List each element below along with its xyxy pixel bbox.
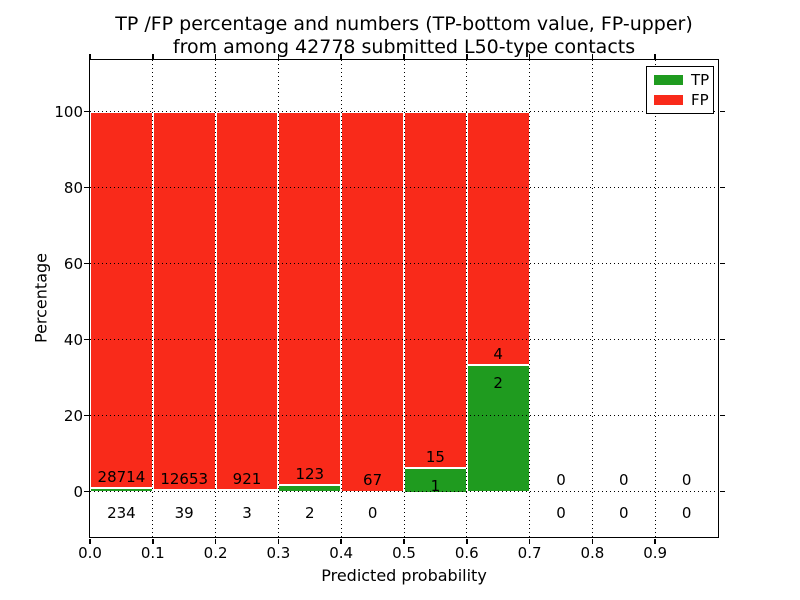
x-tick-top [214, 53, 217, 59]
x-tick-bottom [591, 538, 594, 544]
x-tick-bottom [654, 538, 656, 544]
bar-labels-layer: 28714 234 12653 39 921 3 123 2 67 0 15 1 4 2 0 0 0 0 0 0 [90, 60, 718, 537]
y-tick-left [83, 338, 89, 341]
gridline-vertical [591, 60, 593, 537]
y-tick-left [83, 490, 89, 493]
bar-label-fp: 28714 [97, 468, 146, 487]
gridline-vertical [340, 60, 342, 537]
y-tick-label: 100 [54, 102, 83, 121]
x-tick-bottom [214, 538, 217, 544]
bar-label-tp: 234 [107, 504, 136, 523]
y-tick-left [83, 186, 89, 189]
y-tick-label: 80 [63, 178, 83, 197]
y-tick-label: 20 [63, 406, 83, 425]
y-tick-label: 0 [73, 482, 83, 501]
bar-label-fp: 0 [619, 471, 629, 490]
gridline-vertical [152, 60, 154, 537]
bar-label-tp: 0 [619, 504, 629, 523]
bar-label-fp: 67 [363, 471, 383, 490]
legend-label-tp: TP [691, 71, 710, 89]
bar-label-tp: 0 [681, 504, 692, 523]
x-tick-label: 0.8 [580, 544, 605, 562]
bar-label-tp: 0 [556, 504, 566, 523]
bar-label-tp: 2 [305, 504, 315, 523]
bar-label-fp: 15 [425, 447, 445, 466]
x-tick-label: 0.7 [517, 544, 542, 562]
y-tick-right [719, 262, 725, 265]
y-tick-label: 60 [63, 254, 83, 273]
x-tick-top [528, 53, 531, 59]
x-tick-top [403, 53, 405, 59]
x-tick-bottom [340, 538, 342, 544]
bar-label-tp: 1 [430, 477, 441, 496]
bar-label-fp: 4 [493, 344, 503, 363]
bar-label-fp: 0 [681, 471, 692, 490]
gridline-vertical [529, 60, 531, 537]
x-tick-top [591, 53, 594, 59]
x-tick-top [654, 53, 656, 59]
bar-label-fp: 921 [232, 470, 262, 489]
bar-segment-tp [466, 364, 530, 492]
x-tick-label: 0.5 [392, 544, 416, 562]
legend-swatch-tp [654, 75, 683, 85]
bar-label-tp: 2 [493, 374, 503, 393]
y-axis-label: Percentage [31, 252, 51, 344]
x-tick-label: 0.9 [643, 544, 668, 562]
x-tick-label: 0.3 [266, 544, 291, 562]
x-tick-bottom [152, 538, 154, 544]
y-tick-right [719, 338, 725, 341]
x-tick-bottom [89, 538, 91, 544]
bar-label-fp: 123 [295, 465, 325, 484]
legend-label-fp: FP [691, 91, 709, 109]
gridline-vertical [403, 60, 405, 537]
gridline-vertical [466, 60, 468, 537]
y-tick-label: 40 [63, 330, 83, 349]
gridline-vertical [654, 60, 656, 537]
bar-label-tp: 0 [367, 504, 378, 523]
bar-label-tp: 39 [174, 504, 194, 523]
x-tick-label: 0.6 [454, 544, 479, 562]
x-tick-bottom [403, 538, 405, 544]
x-axis-label: Predicted probability [321, 566, 487, 585]
bar-label-tp: 3 [242, 504, 252, 523]
x-tick-top [466, 53, 468, 59]
bar-label-fp: 12653 [160, 470, 209, 489]
x-tick-label: 0.2 [203, 544, 228, 562]
x-tick-label: 0.1 [140, 544, 165, 562]
x-tick-bottom [277, 538, 280, 544]
plot-area: 28714 234 12653 39 921 3 123 2 67 0 15 1 4 2 0 0 0 0 0 0 TP… [89, 59, 719, 538]
x-tick-top [152, 53, 154, 59]
bar-label-fp: 0 [556, 471, 566, 490]
x-tick-top [89, 53, 91, 59]
bar-segment-fp [152, 111, 216, 491]
x-tick-bottom [466, 538, 468, 544]
y-tick-right [719, 186, 725, 189]
bar-segment-fp [466, 111, 530, 365]
chart-title-line1: TP /FP percentage and numbers (TP-bottom… [115, 13, 693, 35]
x-tick-label: 0.0 [78, 544, 102, 562]
y-tick-right [719, 110, 725, 113]
y-tick-right [719, 490, 725, 493]
bar-segment-fp [341, 111, 404, 492]
legend: TP FP [646, 66, 714, 114]
gridline-vertical [277, 60, 279, 537]
chart-title-line2: from among 42778 submitted L50-type cont… [172, 36, 636, 58]
x-tick-top [277, 53, 280, 59]
y-tick-left [83, 262, 89, 265]
gridline-vertical [215, 60, 217, 537]
y-tick-right [719, 414, 725, 417]
y-tick-left [83, 110, 89, 113]
x-tick-bottom [528, 538, 531, 544]
x-tick-label: 0.4 [329, 544, 354, 562]
legend-swatch-fp [654, 95, 683, 105]
grid-layer [90, 60, 718, 537]
bar-segment-fp [404, 111, 467, 468]
x-tick-top [340, 53, 342, 59]
y-tick-left [83, 414, 89, 417]
